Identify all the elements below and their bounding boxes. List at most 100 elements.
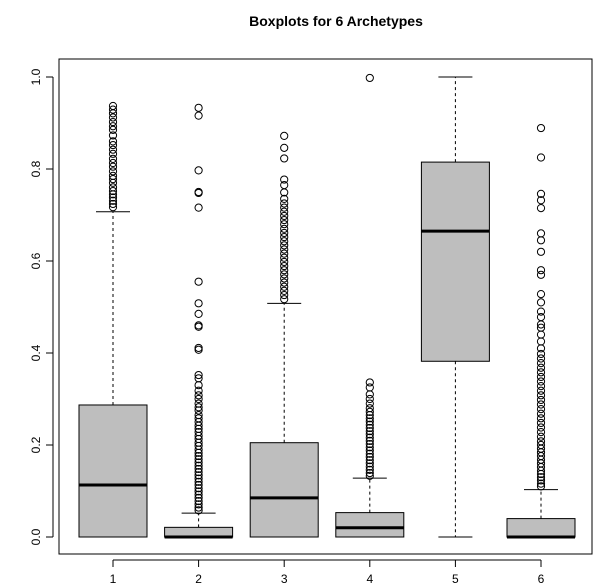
outlier-point bbox=[536, 382, 546, 391]
outlier-point bbox=[365, 394, 374, 404]
outlier-point bbox=[108, 178, 118, 187]
outlier-point bbox=[194, 477, 203, 486]
outlier-point bbox=[194, 474, 203, 483]
outlier-point bbox=[280, 274, 289, 283]
outlier-point bbox=[194, 464, 203, 474]
outlier-point bbox=[280, 207, 289, 216]
outlier-point bbox=[365, 471, 374, 480]
outlier-point bbox=[536, 298, 546, 307]
outlier-point bbox=[365, 399, 374, 408]
outlier-point bbox=[536, 290, 546, 299]
outlier-point bbox=[536, 377, 546, 386]
outlier-point bbox=[194, 394, 203, 404]
outlier-point bbox=[536, 368, 546, 377]
outlier-point bbox=[108, 113, 118, 122]
outlier-point bbox=[108, 109, 118, 118]
x-tick-label: 1 bbox=[110, 572, 117, 586]
outlier-point bbox=[194, 468, 203, 477]
outlier-point bbox=[194, 497, 203, 506]
outlier-point bbox=[536, 432, 546, 441]
outlier-point bbox=[365, 420, 374, 429]
x-tick-label: 4 bbox=[366, 572, 373, 586]
outlier-point bbox=[536, 337, 546, 346]
outlier-point bbox=[194, 188, 203, 198]
y-tick-label: 0.8 bbox=[29, 160, 43, 177]
outlier-point bbox=[536, 349, 546, 359]
outlier-point bbox=[280, 211, 289, 221]
outlier-point bbox=[536, 270, 546, 279]
y-tick-label: 0.4 bbox=[29, 344, 43, 361]
outlier-point bbox=[108, 167, 118, 176]
outlier-point bbox=[108, 186, 118, 196]
outlier-point bbox=[365, 443, 374, 452]
outlier-point bbox=[280, 228, 289, 238]
outlier-point bbox=[194, 203, 203, 212]
outlier-point bbox=[280, 253, 289, 262]
outlier-point bbox=[536, 482, 546, 491]
outlier-point bbox=[536, 196, 546, 205]
box-6 bbox=[506, 123, 576, 539]
outlier-point bbox=[280, 188, 289, 197]
iqr-box bbox=[506, 518, 576, 538]
outlier-point bbox=[194, 103, 203, 112]
outlier-point bbox=[108, 190, 118, 199]
outlier-point bbox=[194, 455, 203, 464]
box-2 bbox=[164, 103, 234, 539]
outlier-point bbox=[108, 154, 118, 163]
outlier-point bbox=[536, 204, 546, 213]
outlier-point bbox=[536, 320, 546, 329]
outlier-point bbox=[108, 193, 118, 202]
outlier-point bbox=[536, 189, 546, 198]
outlier-point bbox=[280, 199, 289, 208]
outlier-point bbox=[365, 427, 374, 436]
outlier-point bbox=[365, 446, 374, 455]
outlier-point bbox=[108, 117, 118, 127]
x-tick-label: 2 bbox=[195, 572, 202, 586]
outlier-point bbox=[194, 484, 203, 493]
outlier-point bbox=[536, 476, 546, 485]
outlier-point bbox=[365, 390, 374, 399]
outlier-point bbox=[365, 436, 374, 445]
outlier-point bbox=[365, 417, 374, 426]
outlier-point bbox=[280, 286, 289, 295]
outlier-point bbox=[536, 469, 546, 479]
y-tick-label: 0.2 bbox=[29, 436, 43, 453]
outlier-point bbox=[194, 487, 203, 496]
outlier-point bbox=[536, 153, 546, 162]
outlier-point bbox=[194, 345, 203, 354]
outlier-point bbox=[536, 344, 546, 353]
outlier-point bbox=[108, 137, 118, 146]
y-tick-label: 0.0 bbox=[29, 528, 43, 545]
outlier-point bbox=[280, 131, 289, 140]
outlier-point bbox=[536, 330, 546, 339]
outlier-point bbox=[108, 145, 118, 154]
outlier-point bbox=[108, 125, 118, 134]
outlier-point bbox=[365, 411, 374, 420]
outlier-point bbox=[280, 261, 289, 271]
outlier-point bbox=[194, 309, 203, 318]
outlier-point bbox=[536, 123, 546, 133]
outlier-point bbox=[536, 479, 546, 488]
outlier-point bbox=[194, 277, 203, 286]
outlier-point bbox=[194, 458, 203, 467]
outlier-point bbox=[280, 266, 289, 275]
box-5 bbox=[420, 76, 490, 538]
outlier-point bbox=[194, 506, 203, 515]
x-tick-label: 5 bbox=[452, 572, 459, 586]
x-tick-label: 6 bbox=[538, 572, 545, 586]
outlier-point bbox=[365, 468, 374, 478]
outlier-point bbox=[194, 493, 203, 502]
box-4 bbox=[335, 73, 405, 538]
y-ticks: 0.0 0.2 0.4 0.6 0.8 1.0 bbox=[29, 68, 53, 545]
outlier-point bbox=[365, 407, 374, 416]
outlier-point bbox=[194, 322, 203, 331]
outlier-point bbox=[536, 307, 546, 316]
outlier-point bbox=[365, 378, 374, 387]
box-1 bbox=[78, 101, 148, 538]
outlier-point bbox=[536, 473, 546, 482]
outlier-point bbox=[280, 181, 289, 190]
outlier-point bbox=[108, 203, 118, 212]
outlier-point bbox=[536, 359, 546, 368]
outlier-point bbox=[536, 428, 546, 437]
outlier-point bbox=[108, 196, 118, 205]
